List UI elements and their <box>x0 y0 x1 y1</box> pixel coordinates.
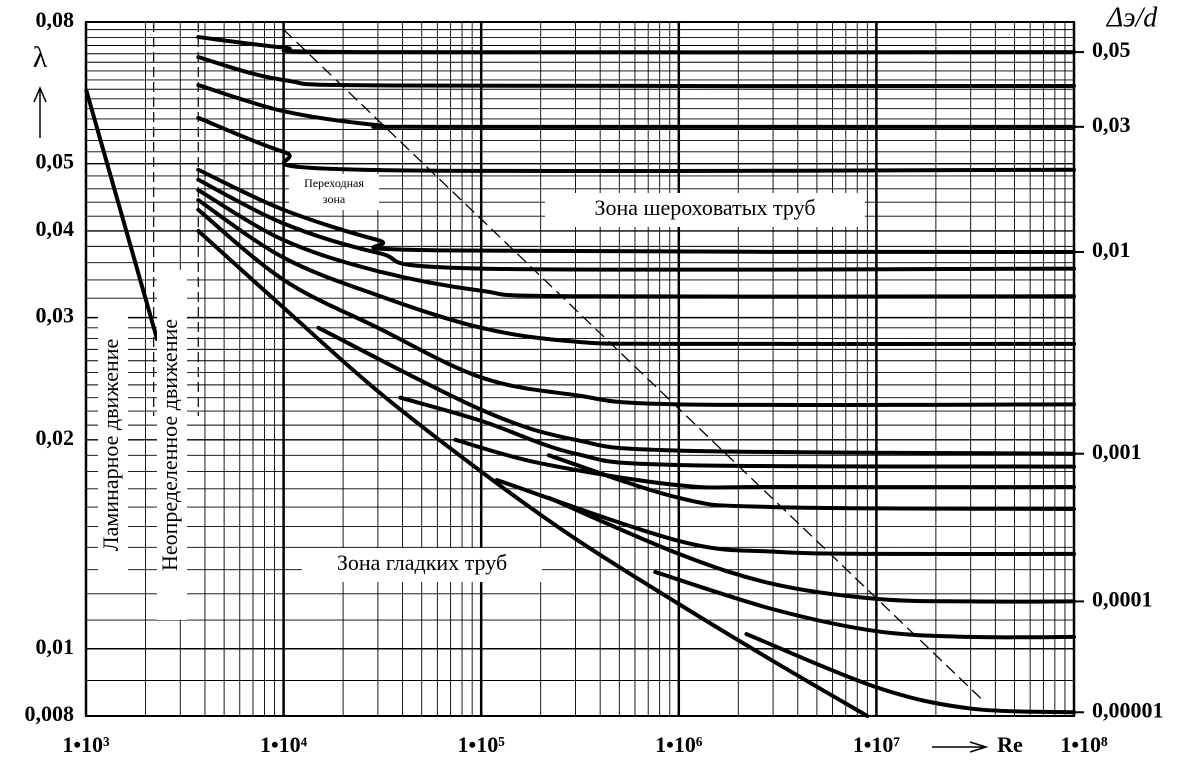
x-tick-label: 1•10⁶ <box>655 732 703 757</box>
x-tick-label: 1•10⁵ <box>458 732 506 757</box>
friction-curve <box>196 35 1076 55</box>
friction-curve <box>653 569 1076 640</box>
y-tick-label: 0,05 <box>36 149 75 174</box>
y-tick-label: 0,02 <box>36 425 75 450</box>
curve-label: 0,00001 <box>1092 697 1164 722</box>
friction-curve <box>196 177 1076 272</box>
x-tick-label: 1•10⁸ <box>1060 732 1108 757</box>
zone-label: Неопределенное движение <box>157 319 182 571</box>
curve-label: 0,01 <box>1092 237 1131 262</box>
y-axis-label: λ <box>33 41 48 74</box>
plot-frame <box>85 21 1075 717</box>
friction-curve <box>196 228 870 718</box>
x-tick-label: 1•10³ <box>62 732 110 757</box>
y-tick-label: 0,04 <box>36 216 75 241</box>
friction-curve <box>196 55 1076 89</box>
zone-label: зона <box>323 192 346 206</box>
x-tick-label: 1•10⁷ <box>853 732 901 757</box>
zone-label: Зона гладких труб <box>337 550 507 575</box>
x-axis-label: Re <box>997 732 1023 757</box>
friction-curve <box>744 632 1076 715</box>
y-tick-label: 0,01 <box>36 634 75 659</box>
friction-curve <box>196 188 1076 299</box>
laminar-line <box>84 88 160 342</box>
label-background <box>302 548 542 582</box>
y-arrow-head <box>33 86 47 103</box>
label-background <box>157 270 187 620</box>
label-background <box>98 300 128 590</box>
friction-curve <box>398 395 1076 469</box>
label-background <box>545 193 865 227</box>
friction-curve <box>546 453 1076 511</box>
y-tick-label: 0,008 <box>25 701 75 726</box>
curve-label: 0,0001 <box>1092 586 1153 611</box>
y-tick-label: 0,08 <box>36 7 75 32</box>
curve-label: 0,001 <box>1092 439 1142 464</box>
friction-curve <box>196 198 1076 347</box>
zone-label: Переходная <box>304 176 364 190</box>
x-tick-label: 1•10⁴ <box>260 732 308 757</box>
friction-curve <box>316 325 1076 456</box>
curve-label: 0,03 <box>1092 112 1131 137</box>
friction-curve <box>196 83 1076 129</box>
zone-label: Ламинарное движение <box>98 339 123 552</box>
y2-axis-label: Δэ/d <box>1106 2 1159 33</box>
zone-label: Зона шероховатых труб <box>594 195 815 220</box>
friction-curve <box>546 495 1076 604</box>
friction-curve <box>196 115 1076 174</box>
y-tick-label: 0,03 <box>36 303 75 328</box>
friction-curve <box>453 437 1076 490</box>
labels: 1•10³ 1•10⁴ 1•10⁵ 1•10⁶ 1•10⁷ 1•10⁸ 0,008 0,01 0… <box>25 7 1164 757</box>
friction-curve <box>196 167 1076 254</box>
friction-curve <box>494 478 1076 557</box>
curve-label: 0,05 <box>1092 37 1131 62</box>
friction-curve <box>196 207 1076 408</box>
x-arrow-head <box>969 741 989 753</box>
marks <box>84 22 1076 718</box>
label-background <box>289 174 379 210</box>
